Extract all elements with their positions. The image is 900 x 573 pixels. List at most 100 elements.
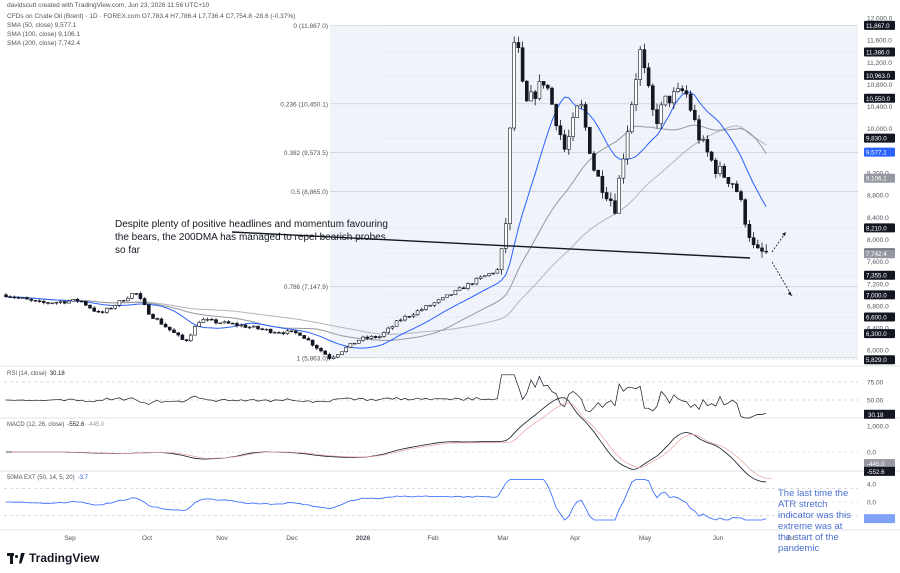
candle <box>268 328 273 334</box>
candle <box>650 85 655 110</box>
candle <box>272 332 277 334</box>
candle <box>67 300 71 304</box>
axis-badge-label: 7,355.0 <box>866 273 887 280</box>
y-tick-label: 7,600.0 <box>867 259 889 266</box>
y-tick-label: 7,200.0 <box>867 281 889 288</box>
macd-tick-label: 0.0 <box>867 450 876 457</box>
axis-badge <box>864 290 895 300</box>
candle <box>205 319 210 321</box>
candle <box>197 322 201 327</box>
candle <box>587 126 592 154</box>
candle <box>415 310 420 316</box>
candle <box>172 329 176 333</box>
candle <box>184 339 189 341</box>
candle <box>432 302 437 306</box>
candle <box>688 93 693 111</box>
rsi-title: RSI (14, close) <box>7 371 47 377</box>
candle <box>671 91 676 104</box>
axis-badge <box>864 329 895 339</box>
x-tick-label: Dec <box>286 535 298 542</box>
y-tick-label: 6,800.0 <box>867 303 889 310</box>
candle <box>4 294 8 298</box>
axis-badge <box>864 173 895 183</box>
candle <box>583 104 588 128</box>
candle <box>734 183 739 192</box>
atr-label: 50MA EXT (50, 14, 5, 20) -3.7 <box>7 475 88 481</box>
candle <box>625 131 630 160</box>
candle <box>239 324 243 327</box>
candle <box>684 90 689 95</box>
sma50-legend: SMA (50, close) 9,577.1 <box>7 22 77 29</box>
axis-badge-label: 7,000.0 <box>866 292 887 299</box>
macd-label: MACD (12, 26, close) -552.6 -445.0 <box>7 422 104 428</box>
axis-badge <box>864 312 895 322</box>
candle <box>739 191 743 200</box>
candle <box>571 117 575 137</box>
macd-badge-label: -552.6 <box>867 469 885 476</box>
axis-badge-label: 9,830.0 <box>866 136 887 143</box>
candle <box>142 298 147 305</box>
candle <box>697 119 701 141</box>
candle <box>436 299 441 304</box>
candle <box>722 165 727 178</box>
candle <box>218 322 222 325</box>
candle <box>130 293 134 299</box>
axis-badge <box>864 93 895 103</box>
candle <box>29 298 34 301</box>
rsi-tick-label: 50.00 <box>867 398 884 405</box>
candle <box>369 336 374 339</box>
candle <box>634 79 638 105</box>
axis-badge-label: 10,550.0 <box>866 96 891 103</box>
candle <box>189 334 193 341</box>
candle <box>105 307 109 313</box>
macd-badge-label: -445.0 <box>867 461 885 468</box>
candle <box>235 323 239 326</box>
x-tick-label: Sep <box>64 535 76 542</box>
candle <box>214 319 218 324</box>
candle <box>457 287 462 291</box>
candle <box>743 199 748 225</box>
candle <box>243 324 248 328</box>
x-tick-label: Oct <box>142 535 152 542</box>
candle <box>121 300 126 302</box>
candle <box>566 136 571 150</box>
atr-value: -3.7 <box>77 475 88 481</box>
macd-badge <box>864 459 895 469</box>
candle <box>113 304 117 309</box>
atr-line <box>6 479 767 521</box>
candle <box>608 198 613 201</box>
candle <box>147 304 151 315</box>
y-tick-label: 10,000.0 <box>867 126 893 133</box>
candle <box>701 139 706 141</box>
trendline <box>231 231 751 259</box>
atr-tick-label: 0.0 <box>867 500 876 507</box>
candle <box>340 351 344 355</box>
fib-label: 1 (5,863.0) <box>297 355 328 362</box>
candle <box>20 297 25 299</box>
candle <box>96 310 101 313</box>
sma200-legend: SMA (200, close) 7,742.4 <box>7 40 80 47</box>
x-tick-label: Mar <box>497 535 509 542</box>
axis-badge-label: 8,210.0 <box>866 225 887 232</box>
candle <box>579 104 584 107</box>
candle <box>16 297 21 299</box>
axis-badge <box>864 20 895 30</box>
rsi-line <box>5 374 767 419</box>
candle <box>764 250 769 253</box>
candle <box>747 224 752 239</box>
candle <box>46 302 50 304</box>
candle <box>726 177 731 184</box>
candle <box>550 87 554 105</box>
y-tick-label: 6,400.0 <box>867 326 889 333</box>
candle <box>575 105 580 118</box>
candle <box>41 301 46 303</box>
candle <box>482 275 487 278</box>
candle <box>604 192 609 200</box>
candle <box>310 339 315 346</box>
candle <box>541 81 546 86</box>
tradingview-logo[interactable]: TradingView <box>7 551 99 565</box>
atr-tick-label: 4.0 <box>867 482 876 489</box>
candle <box>226 321 231 324</box>
candle <box>365 336 370 339</box>
